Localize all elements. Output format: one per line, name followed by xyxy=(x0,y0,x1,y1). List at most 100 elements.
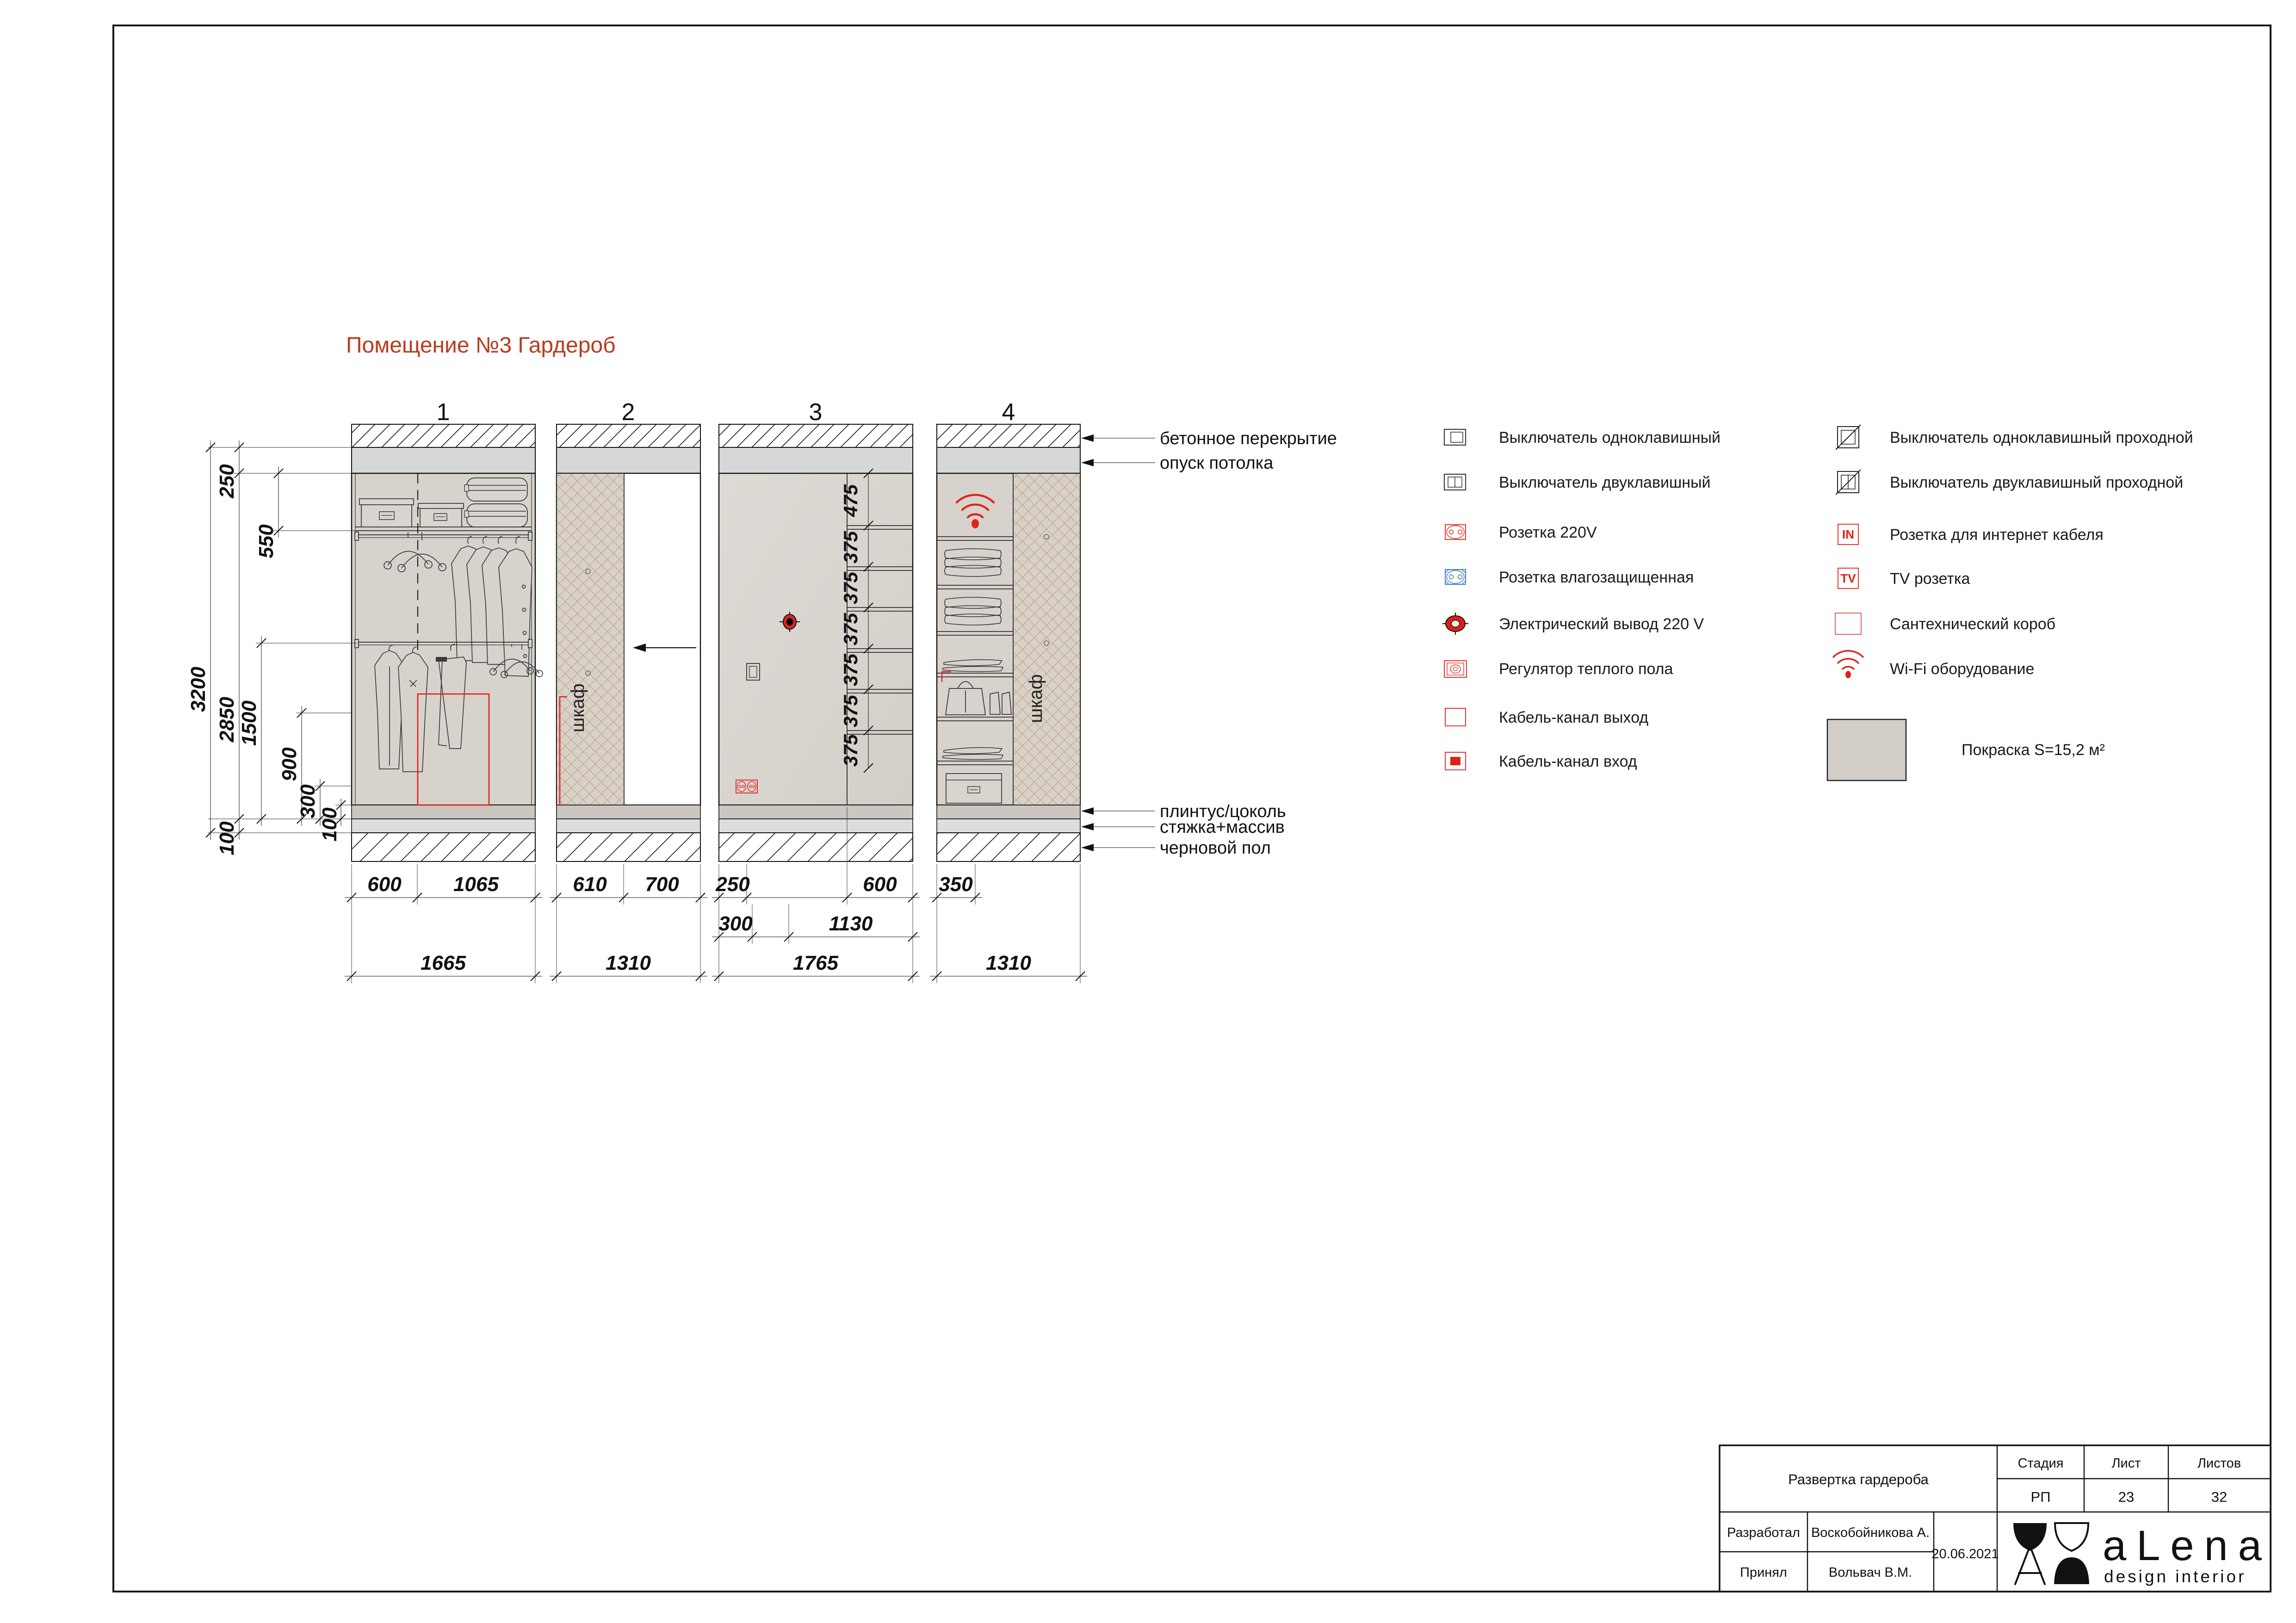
handle-dot xyxy=(585,569,591,574)
annotation-plinth: плинтус/цоколь xyxy=(1160,802,1286,821)
dim-e1-1065: 1065 xyxy=(453,873,499,896)
sheets-total: 32 xyxy=(2211,1489,2227,1505)
cabinet-label: шкаф xyxy=(568,683,588,732)
accepted-by: Вольвач В.М. xyxy=(1829,1565,1912,1580)
developed-label: Разработал xyxy=(1727,1525,1800,1540)
dim-e3-300: 300 xyxy=(718,912,753,935)
elevation-4-label: 4 xyxy=(1002,399,1015,426)
annotation-ceiling-drop: опуск потолка xyxy=(1160,453,1274,473)
paint-swatch xyxy=(1826,719,1907,781)
hanging-shirts xyxy=(451,536,532,677)
cable-channel-line xyxy=(559,696,567,805)
title-block: Развертка гардероба Стадия Лист Листов Р… xyxy=(1719,1444,2271,1592)
elevation-4: шкаф xyxy=(936,424,1081,862)
handbags xyxy=(945,681,1012,715)
handle-dot xyxy=(585,670,591,676)
logo-mark xyxy=(2013,1522,2090,1585)
shelf-dim: 475 xyxy=(840,484,861,517)
annotation-subfloor: черновой пол xyxy=(1160,838,1271,858)
dim-3200: 3200 xyxy=(187,667,210,712)
cable-channel-mark xyxy=(941,671,951,682)
dim-e2-total: 1310 xyxy=(606,952,651,974)
handle-dot xyxy=(1044,534,1049,539)
legend-item-label: TV розетка xyxy=(1890,570,1970,588)
socket-waterproof-icon xyxy=(1445,569,1466,585)
legend-left: Выключатель одноклавишный Выключатель дв… xyxy=(1442,428,1720,770)
switch-double-pass-icon xyxy=(1835,469,1861,495)
annotation-slab: бетонное перекрытие xyxy=(1160,429,1337,448)
accepted-label: Принял xyxy=(1740,1565,1787,1580)
shelf-dim: 375 xyxy=(840,571,861,604)
sheet-border xyxy=(112,25,2271,1592)
paint-label: Покраска S=15,2 м² xyxy=(1962,741,2105,759)
vertical-dimensions: 3200 250 2850 100 1500 550 900 300 100 xyxy=(187,440,357,855)
sheet-header: Лист xyxy=(2111,1456,2141,1471)
legend-item-label: Кабель-канал выход xyxy=(1499,709,1648,726)
tv-socket-text: TV xyxy=(1840,571,1856,585)
floor-heating-regulator-icon xyxy=(1444,660,1467,678)
dim-2850: 2850 xyxy=(216,697,238,743)
dim-e4-350: 350 xyxy=(939,873,973,896)
stage-header: Стадия xyxy=(2018,1456,2064,1471)
socket-220v-icon xyxy=(1445,524,1466,540)
legend-item-label: Розетка 220V xyxy=(1499,524,1597,541)
legend-item-label: Сантехнический короб xyxy=(1890,615,2055,633)
legend-item-label: Wi-Fi оборудование xyxy=(1890,660,2034,678)
dim-100-plinth: 100 xyxy=(318,807,341,842)
elevation-2: шкаф xyxy=(556,424,701,862)
internet-socket-icon: IN xyxy=(1838,524,1859,545)
power-outlet-icon xyxy=(1442,613,1468,635)
dim-e1-total: 1665 xyxy=(421,952,466,974)
developed-by: Воскобойникова А. xyxy=(1811,1525,1930,1540)
switch-double-icon xyxy=(1443,473,1467,491)
double-socket-symbol xyxy=(736,780,758,793)
wifi-icon xyxy=(1832,650,1864,678)
dim-100-screed: 100 xyxy=(216,821,238,855)
dim-300: 300 xyxy=(297,784,319,818)
shelf-dim-chain: 475 375 375 375 375 375 375 xyxy=(840,468,873,773)
elevation-1-label: 1 xyxy=(437,399,450,426)
legend-item-label: Выключатель двуклавишный проходной xyxy=(1890,474,2183,491)
page-title: Помещение №3 Гардероб xyxy=(346,333,616,358)
legend-item-label: Выключатель двуклавишный xyxy=(1499,474,1711,491)
stage-value: РП xyxy=(2031,1489,2051,1505)
power-outlet-symbol xyxy=(780,612,800,632)
dim-550: 550 xyxy=(255,524,278,558)
dim-e4-total: 1310 xyxy=(986,952,1031,974)
legend-item-label: Кабель-канал вход xyxy=(1499,753,1637,770)
dim-e2-700: 700 xyxy=(645,873,679,896)
dim-e3-600: 600 xyxy=(863,873,897,896)
cable-channel-outline xyxy=(417,693,490,806)
shelf-dim: 375 xyxy=(840,653,861,686)
sheet-number: 23 xyxy=(2118,1489,2134,1505)
dim-250: 250 xyxy=(216,464,238,499)
layer-annotations: бетонное перекрытие опуск потолка плинту… xyxy=(1081,429,1337,858)
sheets-header: Листов xyxy=(2197,1456,2241,1471)
shelf-lines xyxy=(937,536,1013,765)
hanging-rod-bottom xyxy=(354,639,532,648)
hanging-rod-top xyxy=(354,532,532,541)
shelf-dim: 375 xyxy=(840,613,861,645)
folded-towels xyxy=(944,548,1002,626)
cabinet-label: шкаф xyxy=(1026,674,1046,723)
elevation-3-label: 3 xyxy=(809,399,823,426)
hanging-coats xyxy=(374,644,428,772)
hanging-pants xyxy=(436,644,467,749)
dim-e2-610: 610 xyxy=(573,873,607,896)
dim-1500: 1500 xyxy=(238,700,260,746)
dim-e3-1130: 1130 xyxy=(829,912,873,935)
shelf-lines xyxy=(847,525,913,735)
cable-channel-out-icon xyxy=(1445,708,1466,726)
legend-item-label: Выключатель одноклавишный проходной xyxy=(1890,429,2193,446)
switch-symbol xyxy=(746,663,760,681)
switch-single-pass-icon xyxy=(1835,424,1861,450)
cable-channel-in-icon xyxy=(1445,752,1466,770)
switch-single-icon xyxy=(1443,428,1467,446)
legend-right: Выключатель одноклавишный проходной Выкл… xyxy=(1826,424,2193,781)
elevation-3: 475 375 375 375 375 375 375 xyxy=(718,424,914,862)
empty-hangers xyxy=(384,532,446,572)
logo-subtext: design interior xyxy=(2104,1567,2246,1586)
elevation-2-label: 2 xyxy=(622,399,635,426)
legend-item-label: Выключатель одноклавишный xyxy=(1499,429,1720,446)
